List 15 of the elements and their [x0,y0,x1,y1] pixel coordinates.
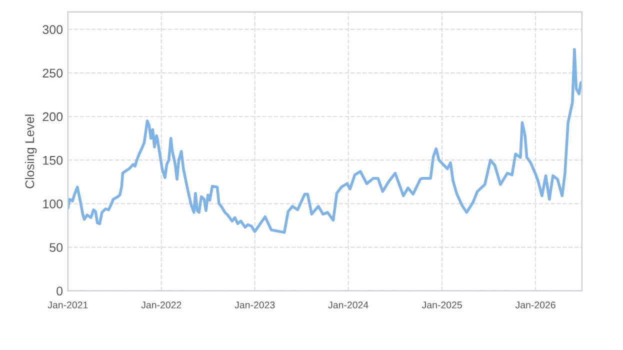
y-tick-label: 300 [42,25,63,34]
x-tick-label: Jan-2021 [48,302,88,308]
line-series [68,48,582,234]
x-tick-label: Jan-2022 [141,302,182,308]
y-axis-title: Closing Level [24,114,37,188]
x-tick-label: Jan-2024 [328,302,368,308]
y-tick-label: 100 [43,199,63,208]
y-tick-label: 50 [50,243,63,252]
y-tick-label: 200 [42,112,63,122]
y-tick-label: 0 [56,286,63,296]
x-tick-label: Jan-2023 [234,302,275,308]
y-tick-label: 150 [43,156,63,165]
x-tick-label: Jan-2025 [422,302,462,308]
x-tick-label: Jan-2026 [515,302,556,308]
y-tick-label: 250 [42,68,63,78]
